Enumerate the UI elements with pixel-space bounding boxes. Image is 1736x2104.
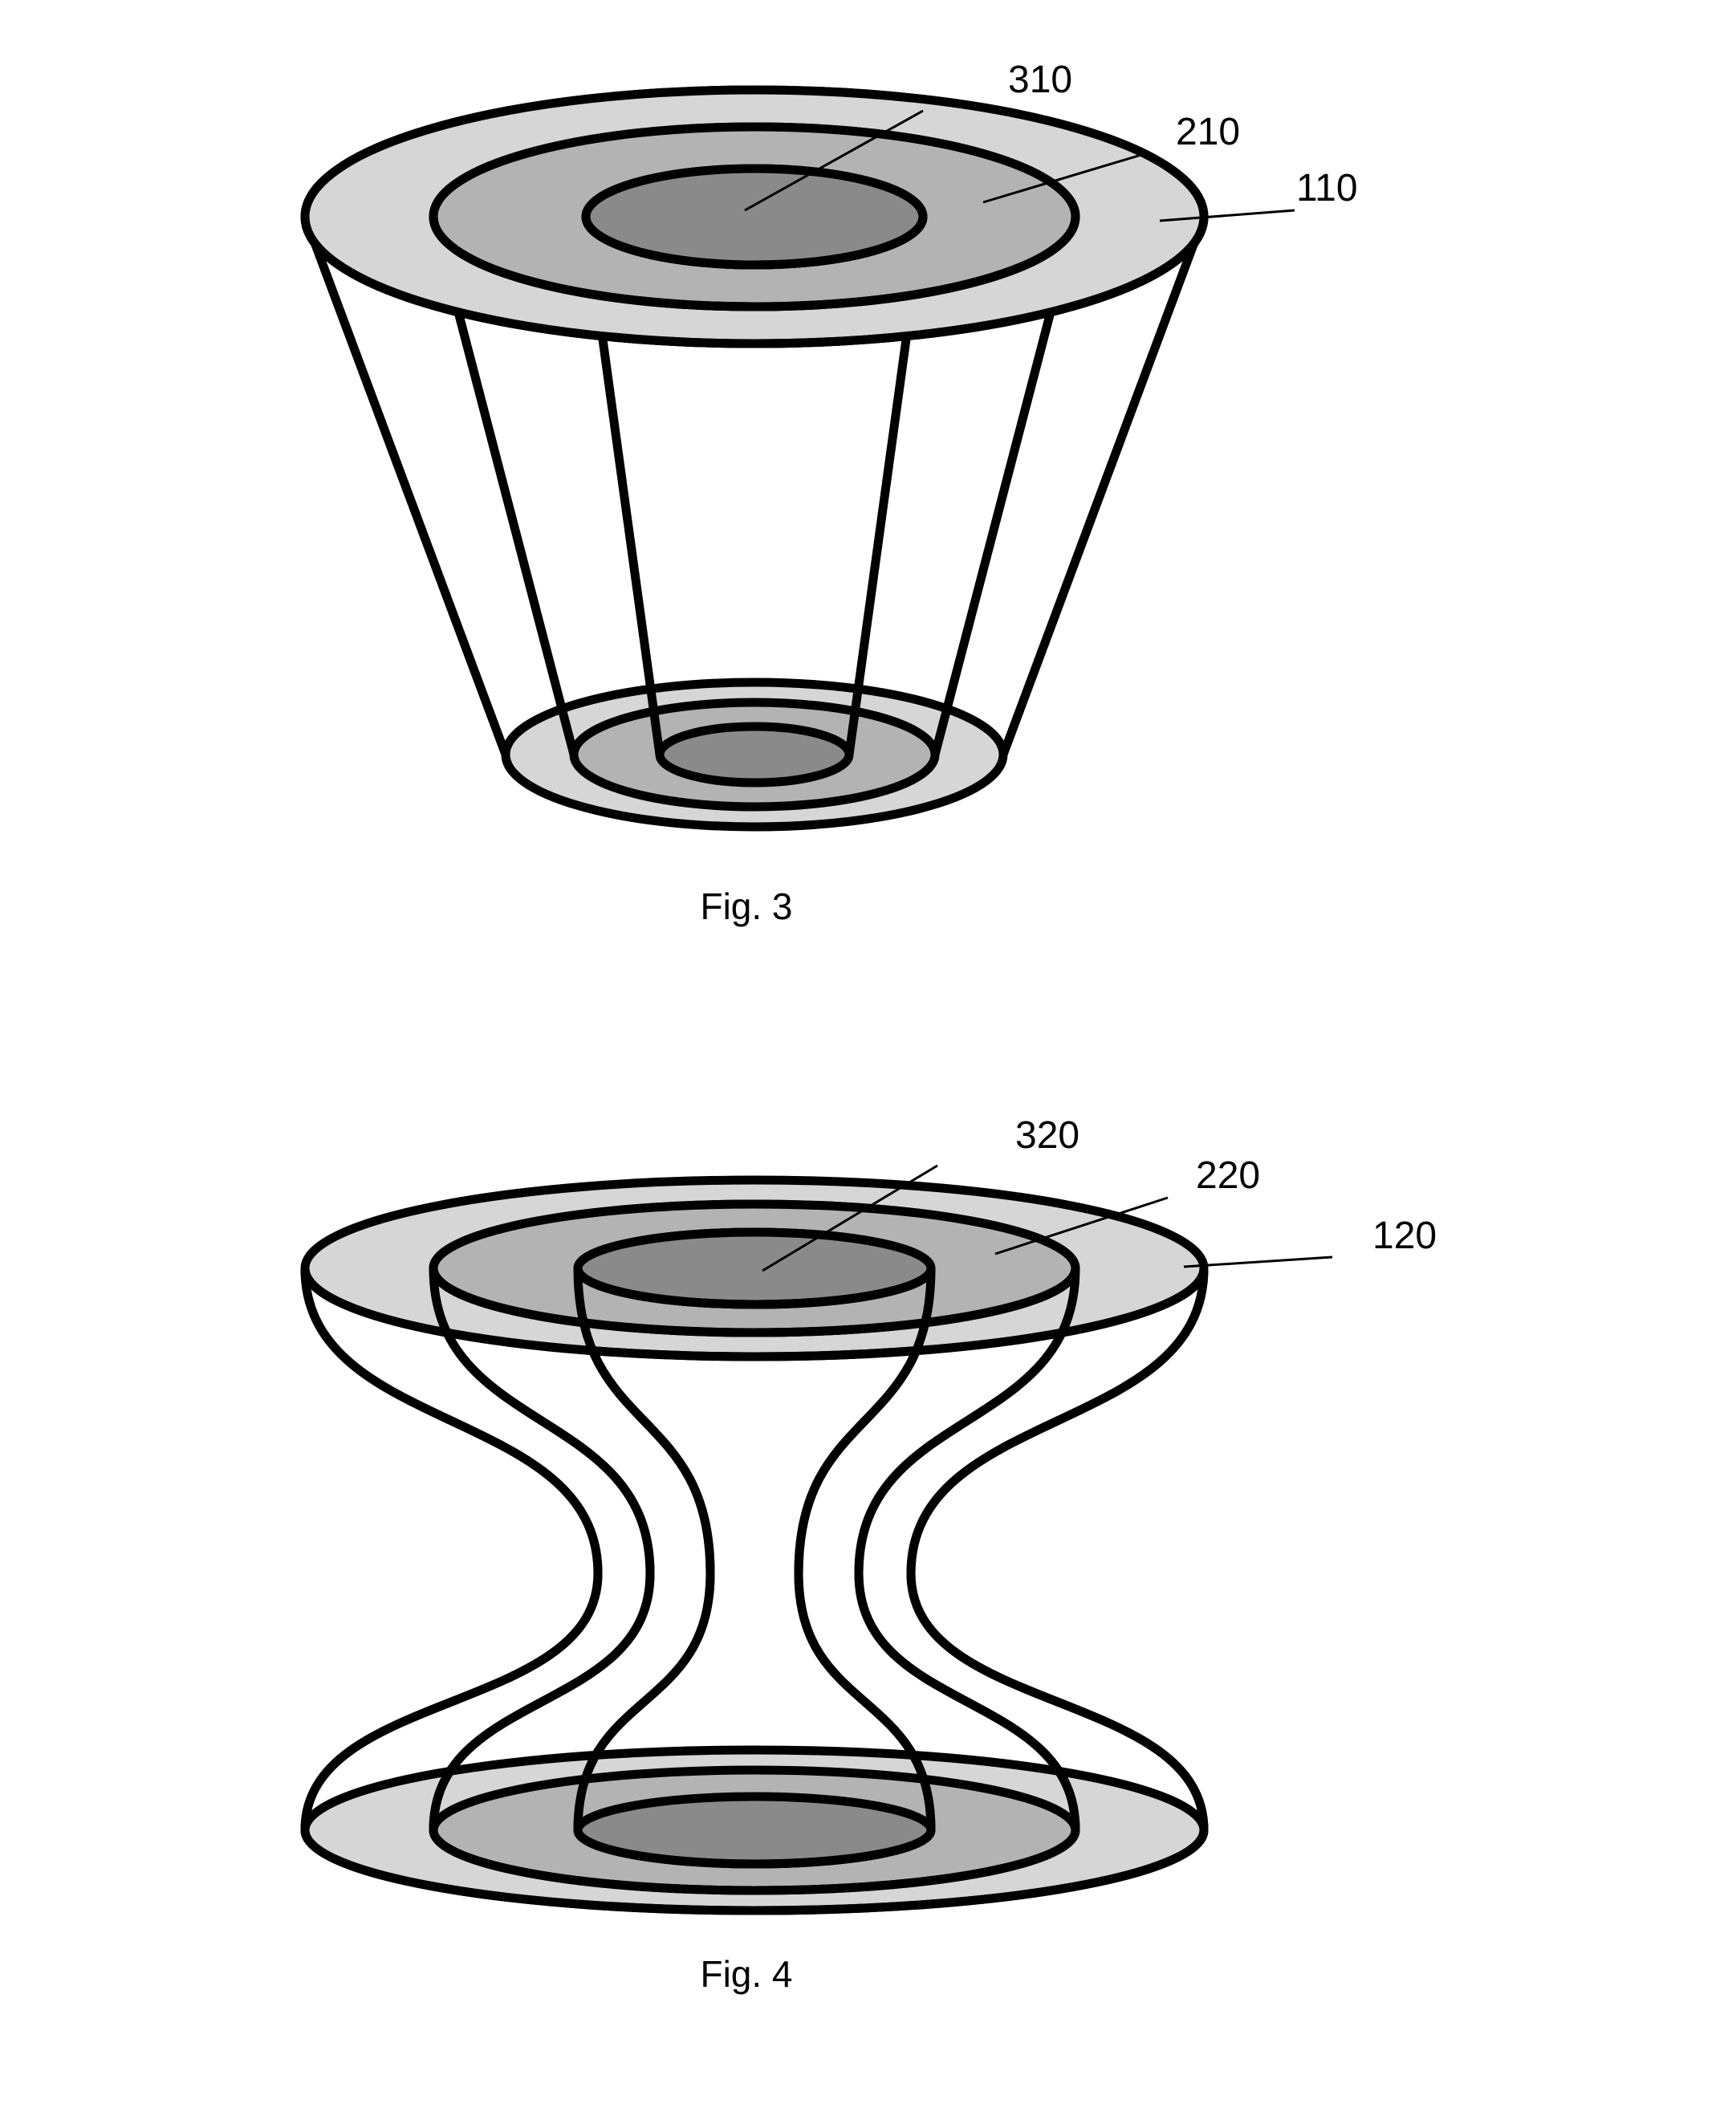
fig4-caption: Fig. 4	[700, 1953, 792, 1995]
diagram-canvas: Fig. 3 310 210 110 Fig. 4 320 220 120	[0, 0, 1736, 2104]
fig4-label-320: 320	[1015, 1114, 1079, 1157]
fig4-outer-side-left	[305, 1268, 598, 1830]
fig3-label-110: 110	[1296, 167, 1358, 210]
figure-3: Fig. 3 310 210 110	[305, 59, 1358, 927]
fig4-label-220: 220	[1196, 1154, 1260, 1197]
fig3-label-310: 310	[1008, 59, 1072, 101]
fig3-caption: Fig. 3	[700, 885, 792, 927]
fig4-label-120: 120	[1372, 1215, 1437, 1257]
figure-4: Fig. 4 320 220 120	[305, 1114, 1437, 1995]
fig4-outer-side-right	[911, 1268, 1204, 1830]
fig3-label-210: 210	[1176, 111, 1240, 153]
